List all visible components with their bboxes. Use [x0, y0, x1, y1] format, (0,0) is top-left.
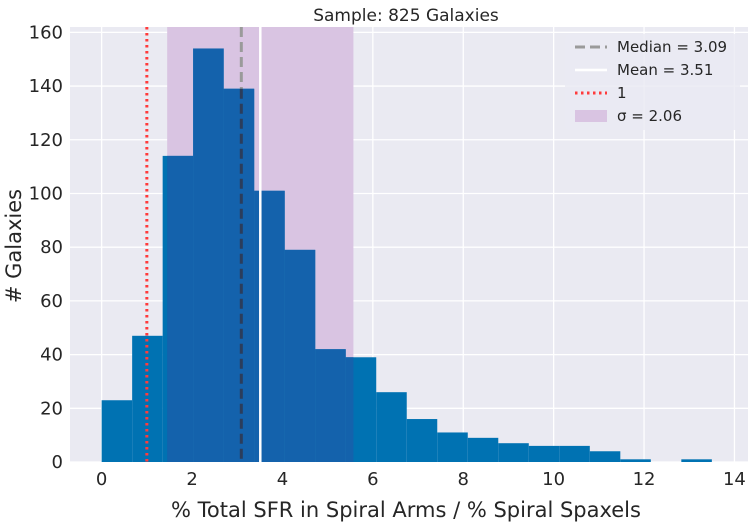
x-tick-label: 8 [458, 469, 469, 490]
chart-title: Sample: 825 Galaxies [313, 6, 499, 26]
histogram-bar [437, 432, 468, 462]
histogram-bar [376, 392, 407, 462]
y-tick-label: 20 [40, 398, 63, 419]
y-tick-label: 80 [40, 237, 63, 258]
x-tick-label: 4 [277, 469, 288, 490]
histogram-bar [589, 451, 621, 462]
histogram-bar [406, 419, 438, 462]
y-tick-label: 120 [29, 130, 63, 151]
histogram-bar [132, 335, 163, 462]
legend-label: Median = 3.09 [617, 38, 727, 56]
histogram-bar [681, 459, 712, 462]
statistic-lines [145, 27, 262, 462]
y-tick-label: 40 [40, 345, 63, 366]
histogram-bar-band-overlap [315, 349, 346, 462]
histogram-bar [528, 445, 560, 462]
y-tick-labels: 0 20 40 60 80 100 120 140 160 [29, 22, 63, 473]
legend-label: σ = 2.06 [617, 107, 682, 125]
histogram-bar-band-overlap [284, 249, 316, 462]
y-axis-label: # Galaxies [2, 189, 26, 303]
x-tick-label: 2 [186, 469, 197, 490]
histogram-bar [467, 437, 499, 462]
y-tick-label: 160 [29, 22, 63, 43]
y-tick-label: 60 [40, 291, 63, 312]
x-tick-label: 6 [367, 469, 378, 490]
histogram-bar-band-overlap [167, 155, 194, 462]
x-tick-label: 14 [723, 469, 746, 490]
legend-label: 1 [617, 84, 627, 102]
histogram-bar [101, 400, 133, 462]
histogram-bar-band-overlap [223, 88, 255, 462]
legend: Median = 3.09 Mean = 3.51 1 σ = 2.06 [565, 34, 740, 130]
legend-box [565, 34, 740, 130]
x-axis-label: % Total SFR in Spiral Arms / % Spiral Sp… [171, 498, 641, 522]
legend-sigma-handle [575, 110, 607, 122]
x-tick-label: 12 [633, 469, 656, 490]
y-tick-label: 100 [29, 183, 63, 204]
x-tick-label: 10 [542, 469, 565, 490]
histogram-bar [559, 445, 590, 462]
histogram-bar-band-overlap [254, 190, 285, 462]
x-tick-labels: 0 2 4 6 8 10 12 14 [96, 469, 746, 490]
histogram-bar-band-overlap [193, 48, 224, 463]
x-tick-label: 0 [96, 469, 107, 490]
y-tick-label: 0 [52, 452, 63, 473]
histogram-bar-band-overlap [345, 357, 354, 462]
y-tick-label: 140 [29, 76, 63, 97]
legend-label: Mean = 3.51 [617, 61, 713, 79]
histogram-bar [498, 443, 529, 462]
histogram-bar [620, 459, 651, 462]
